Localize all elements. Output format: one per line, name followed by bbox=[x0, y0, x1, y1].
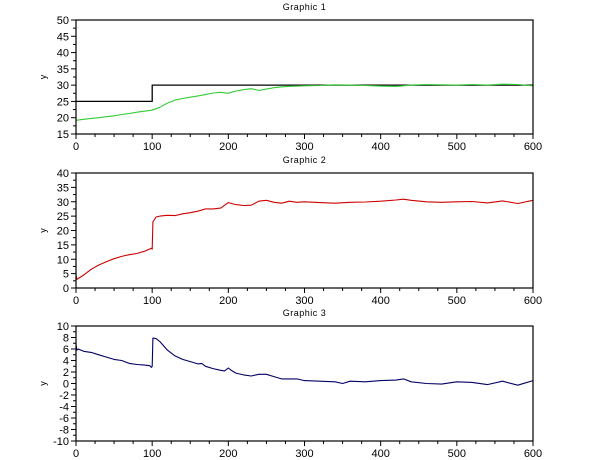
x-tick-label: 200 bbox=[219, 448, 237, 460]
x-tick-label: 0 bbox=[73, 141, 79, 153]
x-tick-label: 500 bbox=[448, 295, 466, 307]
plot-frame bbox=[75, 172, 534, 289]
x-tick-label: 100 bbox=[143, 448, 161, 460]
x-tick-label: 500 bbox=[448, 448, 466, 460]
y-axis-label: y bbox=[38, 228, 48, 233]
y-tick-label: 40 bbox=[57, 48, 69, 60]
series-line-signal bbox=[75, 198, 534, 280]
x-tick-label: 600 bbox=[524, 141, 542, 153]
y-tick-label: -2 bbox=[59, 390, 69, 402]
series-line-error bbox=[75, 337, 534, 386]
y-tick-label: 0 bbox=[63, 283, 69, 295]
series-line-output bbox=[75, 83, 534, 121]
y-tick-label: 5 bbox=[63, 269, 69, 281]
y-tick-label: 20 bbox=[57, 113, 69, 125]
chart-title: Graphic 2 bbox=[283, 155, 327, 165]
x-tick-label: 200 bbox=[219, 295, 237, 307]
chart-title: Graphic 3 bbox=[283, 308, 327, 318]
y-tick-label: 8 bbox=[63, 333, 69, 345]
x-tick-label: 200 bbox=[219, 141, 237, 153]
y-tick-label: 15 bbox=[57, 129, 69, 141]
plot-frame bbox=[75, 19, 534, 135]
y-tick-label: 10 bbox=[57, 254, 69, 266]
y-tick-label: 35 bbox=[57, 182, 69, 194]
x-tick-label: 600 bbox=[524, 295, 542, 307]
x-tick-label: 300 bbox=[295, 141, 313, 153]
y-tick-label: -4 bbox=[59, 402, 69, 414]
x-tick-label: 400 bbox=[371, 295, 389, 307]
y-tick-label: 15 bbox=[57, 240, 69, 252]
y-tick-label: 0 bbox=[63, 379, 69, 391]
y-tick-label: 35 bbox=[57, 64, 69, 76]
y-axis-label: y bbox=[38, 381, 48, 386]
y-tick-label: -8 bbox=[59, 425, 69, 437]
x-tick-label: 400 bbox=[371, 448, 389, 460]
plot-frame bbox=[75, 325, 534, 442]
x-tick-label: 600 bbox=[524, 448, 542, 460]
x-tick-label: 100 bbox=[143, 295, 161, 307]
y-tick-label: 30 bbox=[57, 80, 69, 92]
chart-title: Graphic 1 bbox=[283, 2, 327, 12]
series-line-setpoint bbox=[76, 84, 533, 103]
y-tick-label: 30 bbox=[57, 197, 69, 209]
y-tick-label: -10 bbox=[53, 436, 69, 448]
y-tick-label: 50 bbox=[57, 15, 69, 27]
x-tick-label: 0 bbox=[73, 448, 79, 460]
y-tick-label: 4 bbox=[63, 356, 69, 368]
y-axis-label: y bbox=[38, 74, 48, 79]
x-tick-label: 300 bbox=[295, 448, 313, 460]
y-tick-label: 10 bbox=[57, 321, 69, 333]
y-tick-label: 20 bbox=[57, 226, 69, 238]
y-tick-label: -6 bbox=[59, 413, 69, 425]
x-tick-label: 0 bbox=[73, 295, 79, 307]
y-tick-label: 25 bbox=[57, 211, 69, 223]
x-tick-label: 400 bbox=[371, 141, 389, 153]
y-tick-label: 2 bbox=[63, 367, 69, 379]
x-tick-label: 100 bbox=[143, 141, 161, 153]
y-tick-label: 25 bbox=[57, 96, 69, 108]
y-tick-label: 6 bbox=[63, 344, 69, 356]
x-tick-label: 500 bbox=[448, 141, 466, 153]
y-tick-label: 40 bbox=[57, 168, 69, 180]
x-tick-label: 300 bbox=[295, 295, 313, 307]
y-tick-label: 45 bbox=[57, 31, 69, 43]
